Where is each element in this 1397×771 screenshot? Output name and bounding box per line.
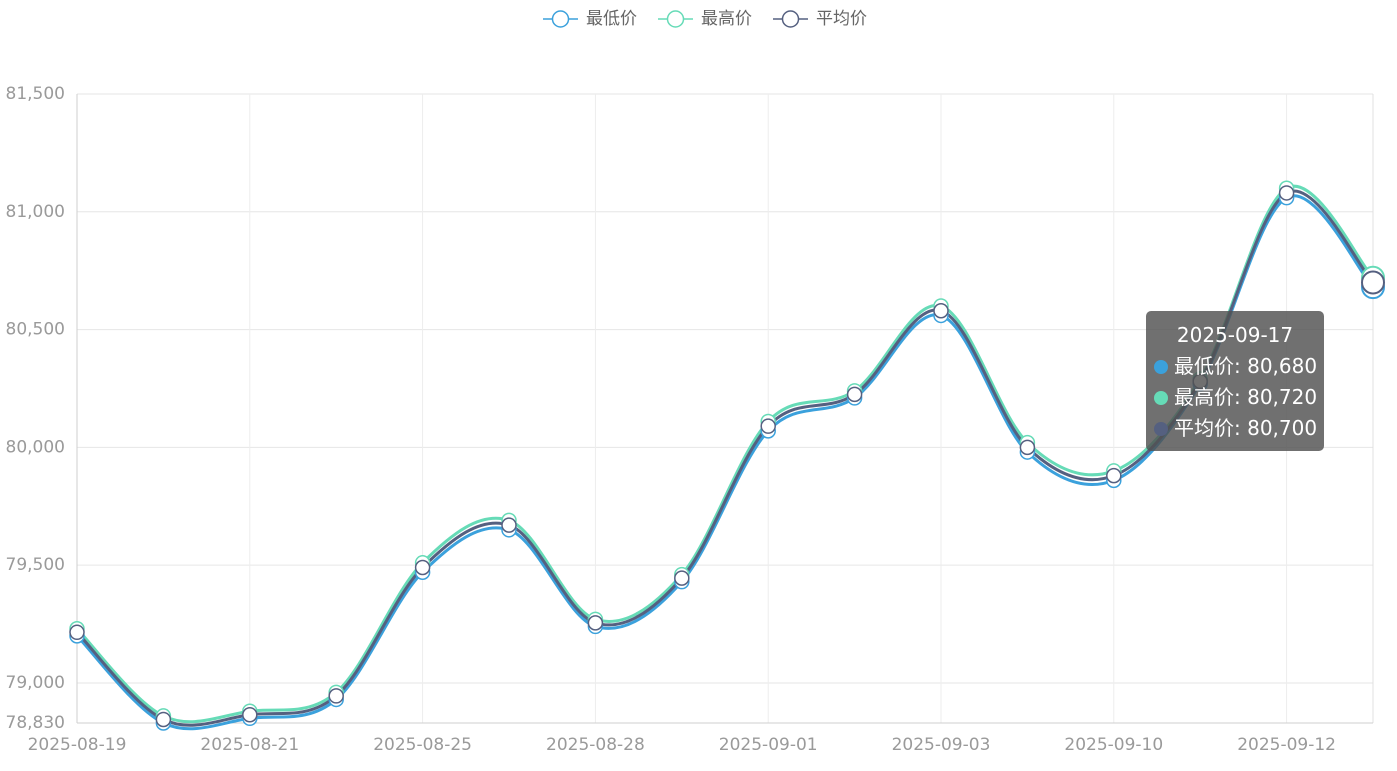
y-tick-label: 80,000 [6, 437, 65, 457]
data-point-avg [1278, 185, 1295, 201]
tooltip-dot-low [1154, 359, 1168, 374]
tooltip-title: 2025-09-17 [1176, 323, 1294, 347]
legend-symbol-avg [781, 10, 800, 28]
tooltip-row-low: 最低价: 80,680 [1154, 351, 1318, 382]
data-point-avg [846, 386, 863, 403]
data-point-avg [242, 707, 258, 723]
legend-label-high: 最高价 [701, 9, 752, 29]
chart-tooltip: 2025-09-17 最低价: 80,680 最高价: 80,720 平均价: … [1146, 311, 1324, 451]
tooltip-text-high: 最高价: 80,720 [1174, 385, 1318, 409]
x-tick-label: 2025-09-10 [1064, 735, 1163, 755]
tooltip-text-avg: 平均价: 80,700 [1174, 416, 1318, 440]
x-tick-label: 2025-08-19 [28, 735, 127, 755]
legend-symbol-low [551, 10, 570, 28]
data-point-avg [1019, 439, 1036, 456]
data-point-avg [933, 302, 949, 319]
y-tick-label: 81,000 [6, 202, 65, 222]
data-point-avg [587, 615, 604, 631]
y-tick-label: 81,500 [6, 84, 65, 104]
data-point-avg [328, 688, 344, 704]
tooltip-text-low: 最低价: 80,680 [1174, 354, 1318, 378]
series-line-low [75, 194, 1375, 731]
data-point-avg [674, 570, 690, 586]
x-tick-label: 2025-08-25 [373, 735, 472, 755]
x-tick-label: 2025-08-21 [200, 735, 299, 755]
data-point-avg [760, 418, 776, 434]
data-point-avg [1106, 467, 1122, 484]
tooltip-row-avg: 平均价: 80,700 [1154, 413, 1318, 444]
tooltip-dot-high [1154, 390, 1168, 405]
tooltip-dot-avg [1154, 421, 1168, 436]
tooltip-row-high: 最高价: 80,720 [1154, 382, 1318, 413]
legend-symbol-high [666, 10, 685, 28]
y-tick-label: 79,500 [6, 555, 65, 575]
y-tick-label: 79,000 [6, 673, 65, 693]
data-point-avg [501, 517, 517, 533]
y-tick-label: 78,830 [6, 713, 65, 733]
x-tick-label: 2025-09-12 [1237, 735, 1336, 755]
x-tick-label: 2025-09-03 [892, 735, 991, 755]
legend-label-avg: 平均价 [816, 9, 867, 29]
data-point-avg [414, 559, 431, 576]
data-point-avg [1361, 270, 1385, 295]
x-tick-label: 2025-08-28 [546, 735, 645, 755]
data-point-avg [69, 624, 85, 641]
data-point-avg [155, 711, 172, 728]
legend-label-low: 最低价 [586, 9, 637, 29]
x-tick-label: 2025-09-01 [719, 735, 818, 755]
series-line-avg [75, 189, 1375, 727]
series-line-high [75, 184, 1375, 724]
y-tick-label: 80,500 [6, 320, 65, 340]
